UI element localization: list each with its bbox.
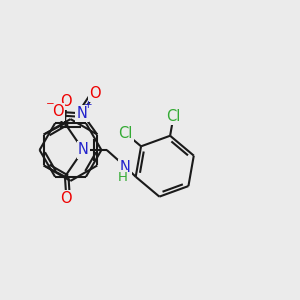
Text: N: N <box>78 142 88 158</box>
Text: O: O <box>61 94 72 109</box>
Text: Cl: Cl <box>118 126 133 141</box>
Text: O: O <box>89 86 101 101</box>
Text: N: N <box>120 160 130 175</box>
Text: O: O <box>52 104 64 119</box>
Text: +: + <box>84 100 93 110</box>
Text: H: H <box>118 171 128 184</box>
Text: N: N <box>76 106 87 121</box>
Text: Cl: Cl <box>167 109 181 124</box>
Text: −: − <box>46 99 55 109</box>
Text: O: O <box>61 191 72 206</box>
